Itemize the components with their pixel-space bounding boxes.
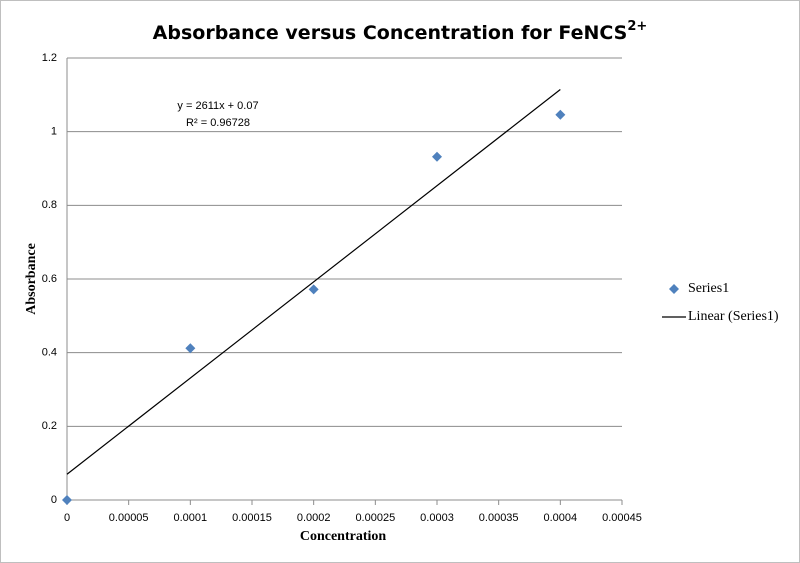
data-point (62, 495, 72, 505)
title-text: Absorbance versus Concentration for FeNC… (153, 22, 628, 44)
data-point (432, 151, 442, 162)
trendline (66, 89, 561, 475)
x-tick-label: 0 (64, 512, 70, 524)
title-superscript: 2+ (627, 19, 647, 34)
x-tick-label: 0.0001 (174, 512, 208, 524)
y-tick-label: 1.2 (42, 52, 57, 64)
x-tick-label: 0.00035 (479, 512, 519, 524)
x-tick-label: 0.0003 (420, 512, 454, 524)
x-axis-title: Concentration (300, 529, 387, 544)
data-point (308, 284, 319, 295)
x-tick-label: 0.00005 (109, 512, 149, 524)
y-tick-label: 0.6 (42, 273, 57, 285)
x-tick-label: 0.00015 (232, 512, 272, 524)
trendline-equation: y = 2611x + 0.07 (177, 100, 258, 112)
data-point (185, 343, 196, 354)
y-tick-label: 0.8 (42, 199, 57, 211)
y-tick-label: 1 (51, 126, 57, 138)
x-tick-label: 0.0004 (544, 512, 578, 524)
legend-marker (669, 284, 679, 294)
data-point (555, 109, 566, 120)
x-tick-label: 0.00025 (355, 512, 395, 524)
y-tick-label: 0.2 (42, 420, 57, 432)
y-tick-label: 0 (51, 494, 57, 506)
x-tick-label: 0.0002 (297, 512, 331, 524)
y-axis-title: Absorbance (24, 243, 39, 315)
y-tick-label: 0.4 (42, 347, 57, 359)
legend-label: Linear (Series1) (688, 309, 779, 324)
chart-title: Absorbance versus Concentration for FeNC… (153, 19, 648, 44)
trendline-r-squared: R² = 0.96728 (186, 117, 250, 129)
legend-label: Series1 (688, 281, 729, 296)
x-tick-label: 0.00045 (602, 512, 642, 524)
